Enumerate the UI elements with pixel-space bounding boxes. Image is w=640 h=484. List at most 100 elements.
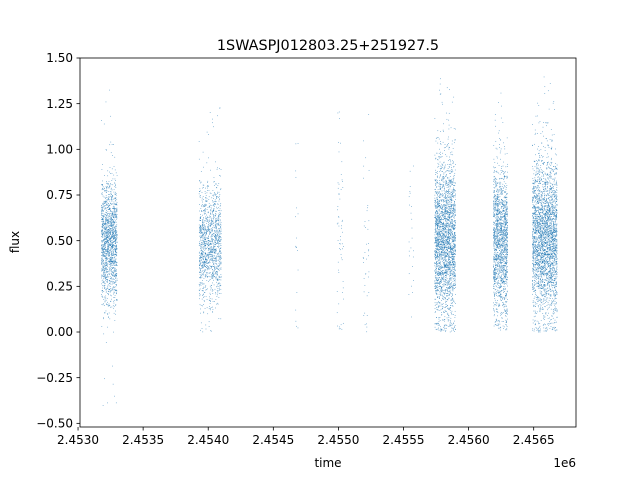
- data-point: [107, 222, 109, 223]
- data-point: [440, 237, 442, 239]
- data-point: [103, 188, 105, 189]
- data-point: [205, 257, 206, 259]
- data-point: [106, 234, 108, 236]
- data-point: [210, 251, 212, 252]
- data-point: [454, 185, 456, 187]
- data-point: [442, 319, 444, 321]
- data-point: [214, 269, 216, 270]
- data-point: [201, 244, 202, 245]
- data-point: [454, 236, 455, 238]
- data-point: [220, 255, 221, 256]
- data-point: [439, 249, 440, 251]
- data-point: [199, 261, 200, 263]
- data-point: [102, 268, 104, 269]
- data-point: [114, 274, 116, 276]
- data-point: [108, 270, 110, 272]
- data-point: [450, 218, 452, 220]
- data-point: [445, 243, 446, 244]
- data-point: [435, 268, 437, 269]
- data-point: [211, 236, 212, 238]
- data-point: [218, 239, 220, 240]
- data-point: [212, 240, 213, 241]
- data-point: [439, 226, 441, 227]
- data-point: [115, 227, 117, 229]
- data-point: [209, 192, 211, 194]
- data-point: [114, 213, 116, 214]
- data-point: [108, 305, 110, 307]
- data-point: [368, 114, 370, 115]
- data-point: [212, 277, 214, 279]
- data-point: [212, 274, 214, 276]
- data-point: [103, 196, 105, 198]
- data-point: [339, 248, 340, 250]
- data-point: [109, 280, 111, 282]
- data-point: [446, 190, 447, 191]
- data-point: [204, 233, 206, 235]
- data-point: [409, 186, 411, 187]
- data-point: [217, 246, 218, 247]
- data-point: [448, 288, 450, 289]
- data-point: [202, 233, 203, 235]
- data-point: [449, 89, 450, 91]
- data-point: [453, 191, 455, 193]
- data-point: [201, 260, 202, 262]
- data-point: [116, 247, 117, 249]
- data-point: [337, 187, 339, 189]
- data-point: [103, 233, 105, 234]
- data-point: [450, 272, 452, 274]
- data-point: [338, 269, 339, 271]
- data-point: [218, 259, 220, 261]
- data-point: [217, 245, 219, 247]
- data-point: [450, 234, 452, 236]
- data-point: [215, 252, 217, 254]
- data-point: [204, 263, 206, 265]
- data-point: [205, 200, 206, 202]
- data-point: [104, 227, 106, 229]
- data-point: [448, 223, 450, 225]
- data-point: [446, 220, 448, 222]
- data-point: [108, 253, 110, 255]
- data-point: [116, 231, 118, 233]
- data-point: [106, 248, 108, 250]
- data-point: [214, 265, 215, 267]
- data-point: [439, 148, 440, 150]
- data-point: [445, 194, 447, 195]
- data-point: [368, 271, 370, 273]
- data-point: [103, 252, 105, 254]
- data-point: [453, 224, 455, 226]
- data-point: [342, 281, 344, 282]
- data-point: [452, 200, 454, 201]
- data-point: [205, 253, 207, 255]
- data-point: [103, 232, 105, 233]
- data-point: [452, 240, 454, 242]
- data-point: [211, 275, 212, 277]
- data-point: [106, 239, 108, 241]
- data-point: [210, 228, 212, 230]
- data-point: [111, 260, 113, 262]
- data-point: [453, 237, 455, 239]
- data-point: [442, 233, 443, 234]
- data-point: [445, 208, 447, 210]
- data-point: [440, 188, 441, 189]
- data-point: [437, 137, 439, 138]
- data-point: [110, 300, 112, 302]
- data-point: [106, 215, 108, 217]
- data-point: [205, 245, 206, 247]
- data-point: [206, 248, 207, 249]
- data-point: [104, 231, 106, 232]
- data-point: [217, 288, 219, 289]
- data-point: [114, 260, 116, 262]
- data-point: [449, 268, 451, 269]
- data-point: [446, 226, 447, 228]
- data-point: [439, 284, 440, 285]
- data-point: [436, 208, 438, 209]
- data-point: [220, 293, 222, 294]
- data-point: [216, 281, 217, 283]
- data-point: [205, 201, 207, 202]
- data-point: [442, 178, 444, 180]
- data-point: [108, 191, 110, 192]
- data-point: [115, 200, 116, 201]
- data-point: [101, 244, 103, 246]
- data-point: [205, 218, 207, 219]
